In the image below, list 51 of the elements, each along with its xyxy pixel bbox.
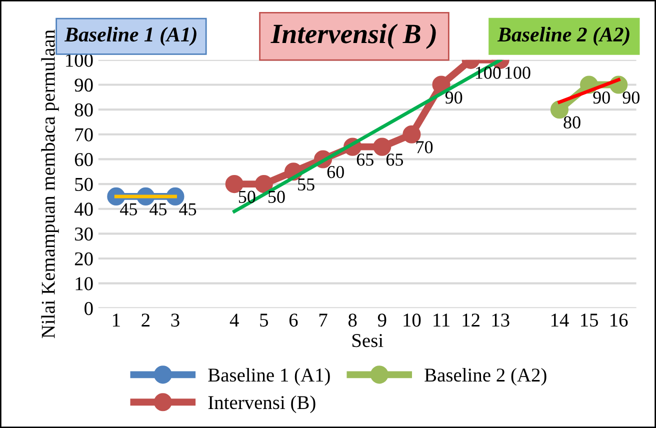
data-label: 65 <box>386 154 404 166</box>
x-tick-label: 14 <box>551 314 569 327</box>
x-tick-label: 3 <box>171 314 180 327</box>
y-tick-label: 100 <box>66 54 93 67</box>
data-label: 90 <box>622 91 640 104</box>
data-label: 45 <box>150 203 167 216</box>
text: Baseline 2 (A2) <box>497 26 630 46</box>
x-tick-label: 10 <box>404 314 421 327</box>
legend-label: Baseline 1 (A1) <box>208 368 330 386</box>
data-label: 50 <box>238 190 256 203</box>
x-tick-label: 16 <box>610 314 628 327</box>
x-tick-label: 13 <box>492 314 510 327</box>
data-label: 45 <box>120 203 138 216</box>
text: Baseline 1 (A1) <box>64 26 196 46</box>
y-tick-label: 40 <box>74 202 93 216</box>
x-tick-label: 5 <box>260 314 268 327</box>
y-tick-label: 20 <box>74 252 93 266</box>
y-tick-label: 0 <box>84 302 93 316</box>
data-label: 65 <box>356 154 374 166</box>
x-tick-label: 6 <box>289 314 298 327</box>
x-tick-label: 8 <box>348 314 357 327</box>
x-tick-label: 2 <box>142 314 150 327</box>
y-axis-title: Nilai Kemampuan membaca permulaan <box>41 30 59 338</box>
x-tick-label: 9 <box>378 314 386 327</box>
y-tick-label: 90 <box>74 78 93 92</box>
text: Intervensi( B ) <box>270 24 436 49</box>
legend-label: Intervensi (B) <box>208 395 316 414</box>
data-label: 90 <box>593 91 610 104</box>
y-tick-label: 70 <box>75 128 93 142</box>
data-label: 55 <box>298 178 314 191</box>
x-tick-label: 4 <box>230 314 239 327</box>
x-axis-title: Sesi <box>352 334 384 348</box>
y-tick-label: 30 <box>75 228 93 241</box>
y-tick-label: 50 <box>75 178 93 191</box>
y-tick-label: 10 <box>76 277 93 290</box>
data-label: 100 <box>505 66 530 79</box>
y-tick-label: 80 <box>74 103 93 117</box>
data-label: 60 <box>327 166 344 178</box>
x-tick-label: 11 <box>434 314 450 327</box>
legend-label: Baseline 2 (A2) <box>424 368 546 386</box>
y-tick-label: 60 <box>74 153 93 166</box>
data-label: 80 <box>564 116 580 128</box>
data-label: 90 <box>445 91 462 104</box>
data-label: 100 <box>476 66 501 79</box>
x-tick-label: 7 <box>319 314 328 327</box>
data-label: 70 <box>416 141 433 154</box>
x-tick-label: 15 <box>581 314 598 327</box>
x-tick-label: 1 <box>112 314 120 327</box>
x-tick-label: 12 <box>462 314 480 327</box>
data-label: 45 <box>179 203 196 216</box>
data-label: 50 <box>268 190 285 203</box>
